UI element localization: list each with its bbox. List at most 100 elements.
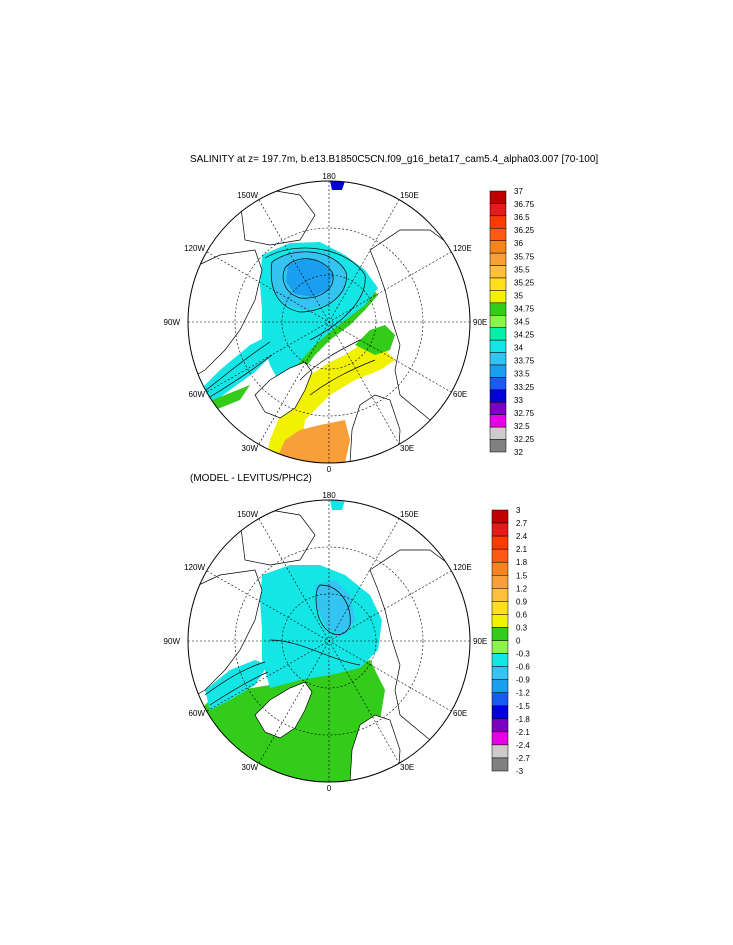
map1-lon-150e: 150E	[400, 191, 419, 200]
map1-norwegian-sea	[275, 420, 350, 463]
cb1-swatch-5	[489, 252, 507, 266]
cb1-label-4: 36	[514, 239, 523, 248]
cb1-label-9: 34.75	[514, 304, 535, 313]
map2-lon-90e: 90E	[473, 637, 487, 646]
cb2-label-4: 1.8	[516, 558, 528, 567]
cb2-swatch-3	[491, 548, 509, 563]
cb1-label-17: 32.75	[514, 409, 535, 418]
cb1-label-2: 36.5	[514, 213, 530, 222]
map1-scandinavia	[349, 394, 401, 463]
cb2-label-10: 0	[516, 637, 521, 646]
map2-lon-150w: 150W	[237, 510, 258, 519]
map2-lon-120e: 120E	[453, 563, 472, 572]
cb1-swatch-13	[489, 352, 507, 366]
cb2-label-16: -1.8	[516, 715, 530, 724]
cb1-label-15: 33.25	[514, 383, 535, 392]
map2-graticule	[188, 500, 470, 782]
cb2-label-19: -2.7	[516, 754, 530, 763]
cb1-label-18: 32.5	[514, 422, 530, 431]
cb2-label-0: 3	[516, 506, 521, 515]
cb2-swatch-10	[491, 640, 509, 654]
cb1-swatch-10	[489, 315, 507, 328]
cb2-swatch-15	[491, 705, 509, 720]
map1-eurasian-basin	[282, 288, 378, 400]
cb2-swatch-0	[491, 509, 509, 524]
cb1-swatch-19	[489, 426, 507, 440]
cb1-label-12: 34	[514, 344, 523, 353]
cb1-swatch-15	[489, 377, 507, 391]
cb2-label-2: 2.4	[516, 532, 528, 541]
map1-border	[187, 180, 471, 464]
cb2-swatch-18	[491, 744, 509, 759]
map1: 180 0 90W 90E 150W 150E 120W 120E 60W 60…	[164, 172, 535, 474]
cb1-swatch-7	[489, 277, 507, 291]
cb2-swatch-16	[491, 718, 509, 733]
map2-fields	[188, 500, 470, 782]
map2-lon-180: 180	[322, 491, 336, 500]
cb1-swatch-9	[489, 302, 507, 316]
cb2-label-15: -1.5	[516, 702, 530, 711]
map1-fields	[188, 181, 470, 463]
cb1-label-13: 33.75	[514, 357, 535, 366]
map1-lon-60w: 60W	[189, 390, 206, 399]
cb1-label-14: 33.5	[514, 370, 530, 379]
cb2-swatch-8	[491, 614, 509, 628]
map1-lon-120e: 120E	[453, 244, 472, 253]
map2-bering-strait-water	[330, 500, 345, 510]
map1-lon-30e: 30E	[400, 444, 414, 453]
cb1-label-11: 34.25	[514, 331, 535, 340]
cb2-label-13: -0.9	[516, 676, 530, 685]
map2-lon-150e: 150E	[400, 510, 419, 519]
cb1-swatch-14	[489, 364, 507, 378]
cb2-label-8: 0.6	[516, 610, 528, 619]
plot1-title: SALINITY at z= 197.7m, b.e13.B1850C5CN.f…	[190, 154, 599, 165]
map1-lon-30w: 30W	[242, 444, 259, 453]
cb1-label-7: 35.25	[514, 278, 535, 287]
cb1-label-8: 35	[514, 291, 523, 300]
map1-bering-strait-water	[330, 181, 345, 190]
map2-lon-30e: 30E	[400, 763, 414, 772]
cb1-swatch-0	[489, 190, 507, 204]
cb2-label-12: -0.6	[516, 663, 530, 672]
cb2-swatch-9	[491, 627, 509, 641]
cb2-swatch-13	[491, 679, 509, 693]
cb2-swatch-17	[491, 731, 509, 746]
map1-graticule	[188, 181, 470, 463]
cb1-swatch-2	[489, 215, 507, 229]
map1-lon-120w: 120W	[184, 244, 205, 253]
cb2-swatch-19	[491, 757, 509, 772]
map2-lon-90w: 90W	[164, 637, 181, 646]
cb2-label-9: 0.3	[516, 623, 528, 632]
cb2-label-1: 2.7	[516, 519, 528, 528]
cb2-swatch-1	[491, 522, 509, 537]
map2-contours	[204, 584, 361, 706]
cb1-label-1: 36.75	[514, 200, 535, 209]
cb2-label-6: 1.2	[516, 584, 528, 593]
cb2-swatch-11	[491, 653, 509, 667]
map2-lon-60e: 60E	[453, 709, 467, 718]
cb1-label-0: 37	[514, 187, 523, 196]
map2-lon-120w: 120W	[184, 563, 205, 572]
cb1-label-6: 35.5	[514, 265, 530, 274]
cb1-swatch-12	[489, 339, 507, 353]
map1-lon-0: 0	[327, 465, 332, 474]
cb2-swatch-14	[491, 692, 509, 707]
cb1-label-19: 32.25	[514, 435, 535, 444]
cb1-swatch-17	[489, 402, 507, 415]
cb1-swatch-20	[489, 439, 507, 453]
cb2-label-11: -0.3	[516, 650, 530, 659]
map2-beaufort-anomaly	[315, 580, 355, 635]
cb2-label-14: -1.2	[516, 689, 530, 698]
map1-colorbar: 37 36.75 36.5 36.25 36 35.75 35.5 35.25 35 34.75 3…	[489, 187, 535, 457]
map1-lon-90w: 90W	[164, 318, 181, 327]
cb1-swatch-18	[489, 414, 507, 428]
cb2-swatch-2	[491, 535, 509, 550]
cb1-swatch-6	[489, 265, 507, 279]
map2-baffin-anomaly	[205, 660, 268, 710]
map1-beaufort-core	[286, 258, 333, 297]
map2: 180 0 90W 90E 150W 150E 120W 120E 60W 60…	[164, 491, 531, 793]
cb1-swatch-16	[489, 389, 507, 403]
map2-siberia	[369, 549, 470, 741]
map1-kara-shelf	[355, 325, 395, 355]
